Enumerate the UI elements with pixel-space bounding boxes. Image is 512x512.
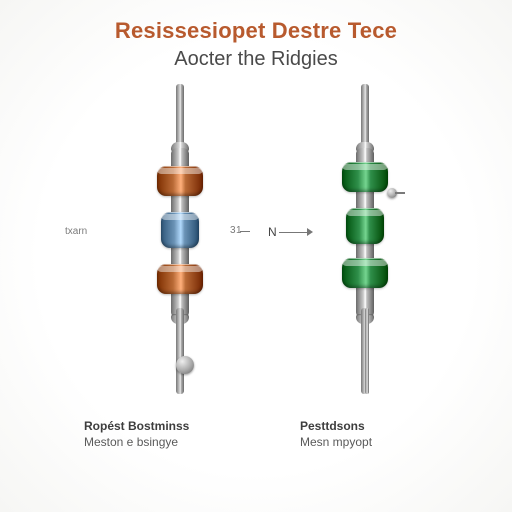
tick-left	[240, 231, 250, 232]
component-left: txarn	[105, 88, 255, 388]
adjuster-knob	[176, 356, 194, 374]
band-bottom	[157, 264, 203, 294]
band-top	[342, 162, 388, 192]
title-main: Resissesiopet Destre Tece	[0, 18, 512, 44]
tick-right	[279, 232, 309, 233]
lead-bottom-second	[365, 308, 369, 394]
band-middle	[346, 208, 384, 244]
caption-right-l2: Mesn mpyopt	[300, 434, 470, 450]
band-bottom	[342, 258, 388, 288]
side-pin	[387, 188, 397, 198]
component-right	[290, 88, 440, 388]
lead-bottom	[176, 308, 184, 394]
center-label-right: N	[268, 225, 277, 239]
caption-left-l1: Ropést Bostminss	[84, 418, 254, 434]
caption-right: Pesttdsons Mesn mpyopt	[300, 418, 470, 450]
caption-left-l2: Meston e bsingye	[84, 434, 254, 450]
caption-left: Ropést Bostminss Meston e bsingye	[84, 418, 254, 450]
arrow-right	[307, 228, 313, 236]
band-top	[157, 166, 203, 196]
side-label-left: txarn	[65, 226, 87, 237]
band-middle	[161, 212, 199, 248]
title-sub: Aocter the Ridgies	[0, 48, 512, 71]
caption-right-l1: Pesttdsons	[300, 418, 470, 434]
diagram-canvas: Resissesiopet Destre Tece Aocter the Rid…	[0, 0, 512, 512]
